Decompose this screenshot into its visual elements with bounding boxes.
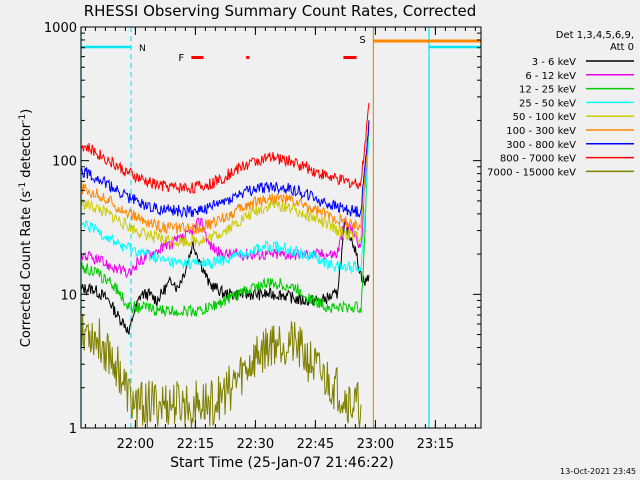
legend-label: 12 - 25 keV (519, 85, 576, 96)
series-line-8 (80, 313, 362, 429)
chart-title: RHESSI Observing Summary Count Rates, Co… (84, 2, 477, 20)
series-line-1 (80, 120, 370, 279)
legend-label: 100 - 300 keV (506, 126, 576, 137)
x-tick-label: 22:15 (177, 437, 214, 452)
y-axis-label-main: Corrected Count Rate (s (19, 191, 34, 348)
saa-label: S (359, 35, 365, 46)
series-line-6 (80, 120, 370, 219)
axes: 22:00 22:15 22:30 22:45 23:00 23:15 1 10 100 1000 (44, 21, 481, 452)
x-tick-label: 22:30 (237, 437, 274, 452)
series-line-7 (80, 102, 370, 194)
x-tick-label: 22:00 (117, 437, 154, 452)
x-tick-label: 23:00 (357, 437, 394, 452)
legend-label: 7000 - 15000 keV (487, 167, 576, 178)
y-axis-label-sup2: -1 (18, 114, 28, 123)
y-tick-label: 10 (60, 288, 77, 303)
legend-label: 3 - 6 keV (532, 57, 576, 68)
series-line-4 (80, 120, 370, 248)
legend-header-line: Det 1,3,4,5,6,9, (556, 30, 634, 41)
y-axis-label: Corrected Count Rate (s-1 detector-1) (18, 109, 34, 347)
series-lines (80, 102, 370, 429)
plot-frame (80, 26, 482, 429)
x-axis-label: Start Time (25-Jan-07 21:46:22) (170, 455, 394, 471)
y-tick-label: 1 (69, 422, 77, 437)
y-axis-label-sup1: -1 (18, 182, 28, 191)
x-tick-label: 23:15 (417, 437, 454, 452)
legend-label: 50 - 100 keV (513, 112, 577, 123)
legend-label: 25 - 50 keV (519, 98, 576, 109)
legend-label: 800 - 7000 keV (500, 154, 576, 165)
legend-label: 6 - 12 keV (525, 71, 576, 82)
legend-label: 300 - 800 keV (506, 140, 576, 151)
y-tick-label: 1000 (44, 21, 77, 36)
series-line-5 (80, 120, 370, 235)
series-line-2 (80, 120, 370, 318)
series-line-3 (80, 120, 370, 274)
x-tick-label: 22:45 (297, 437, 334, 452)
flare-label: F (178, 53, 184, 64)
legend: Det 1,3,4,5,6,9,Att 0 3 - 6 keV 6 - 12 keV… (487, 30, 634, 178)
y-tick-label: 100 (52, 155, 77, 170)
legend-header-line: Att 0 (610, 42, 634, 53)
night-label: N (139, 44, 146, 54)
y-axis-label-mid: detector (19, 122, 34, 182)
date-stamp: 13-Oct-2021 23:45 (560, 467, 636, 476)
y-axis-label-end: ) (19, 109, 34, 114)
